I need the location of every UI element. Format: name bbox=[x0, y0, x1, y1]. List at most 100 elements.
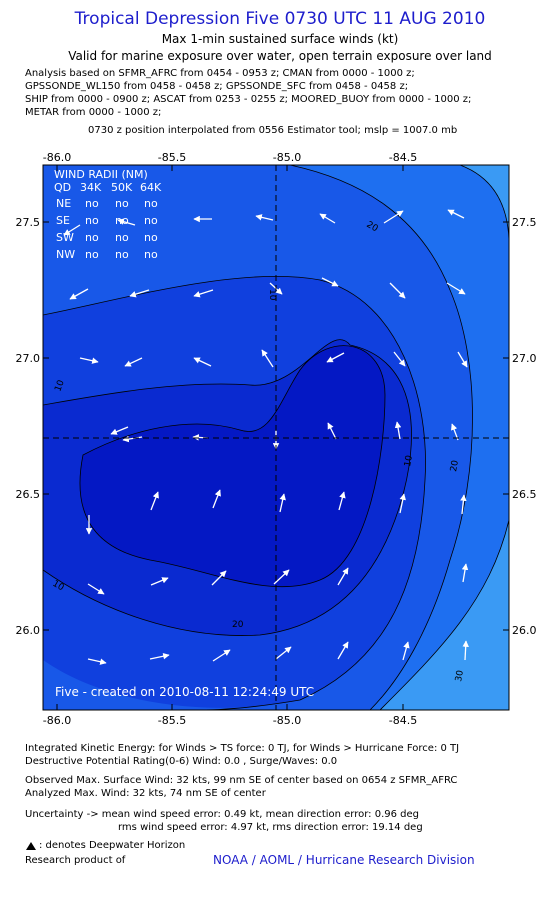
wind-vector bbox=[326, 352, 345, 363]
subtitle-exposure: Valid for marine exposure over water, op… bbox=[68, 49, 492, 63]
wind-vector bbox=[193, 357, 212, 367]
wind-vector bbox=[124, 357, 143, 367]
wind-vector bbox=[275, 646, 292, 660]
map-frame bbox=[42, 164, 510, 711]
lat-tick-label: 26.0 bbox=[16, 624, 41, 637]
wind-radii-header: WIND RADII (NM) bbox=[54, 168, 148, 181]
wind-vector bbox=[393, 351, 406, 367]
lon-tick-label: -84.5 bbox=[389, 151, 417, 164]
org-name: NOAA / AOML / Hurricane Research Divisio… bbox=[213, 853, 475, 867]
wind-vector bbox=[327, 422, 337, 440]
contour-label: 20 bbox=[232, 620, 244, 630]
contour-label: 10 bbox=[267, 289, 277, 301]
wind-vector bbox=[462, 640, 469, 661]
wind-vector bbox=[193, 289, 214, 298]
wind-radii-quadrant: NW bbox=[56, 248, 75, 261]
contour-label: 10 bbox=[403, 454, 415, 467]
analyzed-max-wind: Analyzed Max. Wind: 32 kts, 74 nm SE of … bbox=[25, 788, 266, 799]
wind-vector bbox=[110, 426, 129, 435]
wind-radii-value: no bbox=[115, 248, 129, 261]
lon-tick-label: -85.5 bbox=[158, 151, 186, 164]
lat-tick-label: 27.0 bbox=[16, 352, 41, 365]
wind-radii-value: no bbox=[144, 248, 158, 261]
wind-vector bbox=[399, 493, 406, 514]
wind-vector bbox=[117, 218, 136, 226]
axis-ticks bbox=[43, 165, 509, 710]
contour-label: 20 bbox=[449, 459, 461, 472]
wind-radii-value: no bbox=[85, 248, 99, 261]
lon-tick-label: -85.0 bbox=[273, 714, 301, 727]
lat-tick-label: 26.0 bbox=[512, 624, 537, 637]
wind-vector bbox=[255, 214, 274, 221]
deepwater-horizon-icon bbox=[26, 842, 36, 850]
wind-vector bbox=[460, 494, 467, 515]
lat-tick-label: 27.0 bbox=[512, 352, 537, 365]
wind-vector bbox=[337, 641, 349, 660]
wind-vector bbox=[63, 224, 81, 236]
wind-radii-col: 34K bbox=[80, 181, 102, 194]
wind-vector bbox=[273, 569, 290, 585]
wind-map: 10 10 10 10 20 20 20 30 bbox=[16, 151, 537, 727]
subtitle-winds: Max 1-min sustained surface winds (kt) bbox=[161, 32, 399, 46]
wind-vector bbox=[69, 288, 89, 300]
wind-radii-col: QD bbox=[54, 181, 71, 194]
wind-vector bbox=[87, 658, 107, 665]
analysis-line: Analysis based on SFMR_AFRC from 0454 - … bbox=[25, 68, 415, 79]
wind-radii-value: no bbox=[85, 231, 99, 244]
lat-tick-label: 27.5 bbox=[512, 216, 537, 229]
wind-vector bbox=[447, 209, 465, 219]
wind-radii-value: no bbox=[144, 197, 158, 210]
lat-tick-label: 26.5 bbox=[16, 488, 41, 501]
lon-tick-label: -85.0 bbox=[273, 151, 301, 164]
wind-radii-value: no bbox=[85, 214, 99, 227]
position-note: 0730 z position interpolated from 0556 E… bbox=[88, 125, 458, 136]
deepwater-note: : denotes Deepwater Horizon bbox=[39, 840, 186, 851]
wind-vector bbox=[451, 423, 459, 441]
wind-vector bbox=[321, 277, 339, 287]
observed-max-wind: Observed Max. Surface Wind: 32 kts, 99 n… bbox=[25, 775, 458, 786]
wind-radii-value: no bbox=[85, 197, 99, 210]
wind-vector bbox=[261, 349, 274, 368]
wind-vector bbox=[150, 491, 159, 511]
wind-vector bbox=[457, 351, 468, 368]
analysis-line: SHIP from 0000 - 0900 z; ASCAT from 0253… bbox=[25, 94, 472, 105]
lon-tick-label: -85.5 bbox=[158, 714, 186, 727]
map-credit: Five - created on 2010-08-11 12:24:49 UT… bbox=[55, 685, 314, 699]
wind-vector bbox=[337, 567, 349, 586]
analysis-line: METAR from 0000 - 1000 z; bbox=[25, 107, 162, 118]
page-title: Tropical Depression Five 0730 UTC 11 AUG… bbox=[74, 9, 486, 29]
wind-radii-table: WIND RADII (NM) QD 34K 50K 64K NE no no … bbox=[54, 168, 162, 261]
lon-tick-label: -86.0 bbox=[43, 151, 71, 164]
center-crosshair bbox=[43, 165, 509, 710]
wind-vector bbox=[211, 570, 227, 586]
wind-radii-value: no bbox=[115, 197, 129, 210]
uncertainty-line: Uncertainty -> mean wind speed error: 0.… bbox=[25, 809, 420, 820]
ike-line: Integrated Kinetic Energy: for Winds > T… bbox=[25, 743, 460, 754]
analysis-line: GPSSONDE_WL150 from 0458 - 0458 z; GPSSO… bbox=[25, 81, 409, 92]
wind-vector bbox=[461, 563, 469, 583]
wind-vector bbox=[402, 641, 410, 661]
wind-vector bbox=[129, 289, 150, 298]
wind-vector bbox=[338, 491, 346, 511]
lon-tick-label: -84.5 bbox=[389, 714, 417, 727]
wind-radii-value: no bbox=[115, 231, 129, 244]
wind-radii-value: no bbox=[144, 231, 158, 244]
wind-vector bbox=[212, 489, 221, 509]
wind-radii-quadrant: NE bbox=[56, 197, 71, 210]
wind-vector bbox=[383, 210, 404, 224]
wind-vector bbox=[150, 577, 169, 586]
wind-radii-quadrant: SE bbox=[56, 214, 70, 227]
lat-tick-label: 26.5 bbox=[512, 488, 537, 501]
wind-vector bbox=[319, 213, 336, 224]
lon-tick-label: -86.0 bbox=[43, 714, 71, 727]
wind-vector bbox=[149, 653, 170, 660]
research-label: Research product of bbox=[25, 855, 126, 866]
wind-radii-value: no bbox=[144, 214, 158, 227]
rms-error-line: rms wind speed error: 4.97 kt, rms direc… bbox=[118, 822, 423, 833]
wind-vector bbox=[446, 282, 466, 295]
contour-label: 30 bbox=[454, 669, 466, 682]
wind-vector bbox=[79, 357, 99, 364]
wind-vector bbox=[394, 421, 402, 440]
wind-vectors bbox=[63, 209, 469, 665]
wind-vector bbox=[279, 493, 286, 513]
